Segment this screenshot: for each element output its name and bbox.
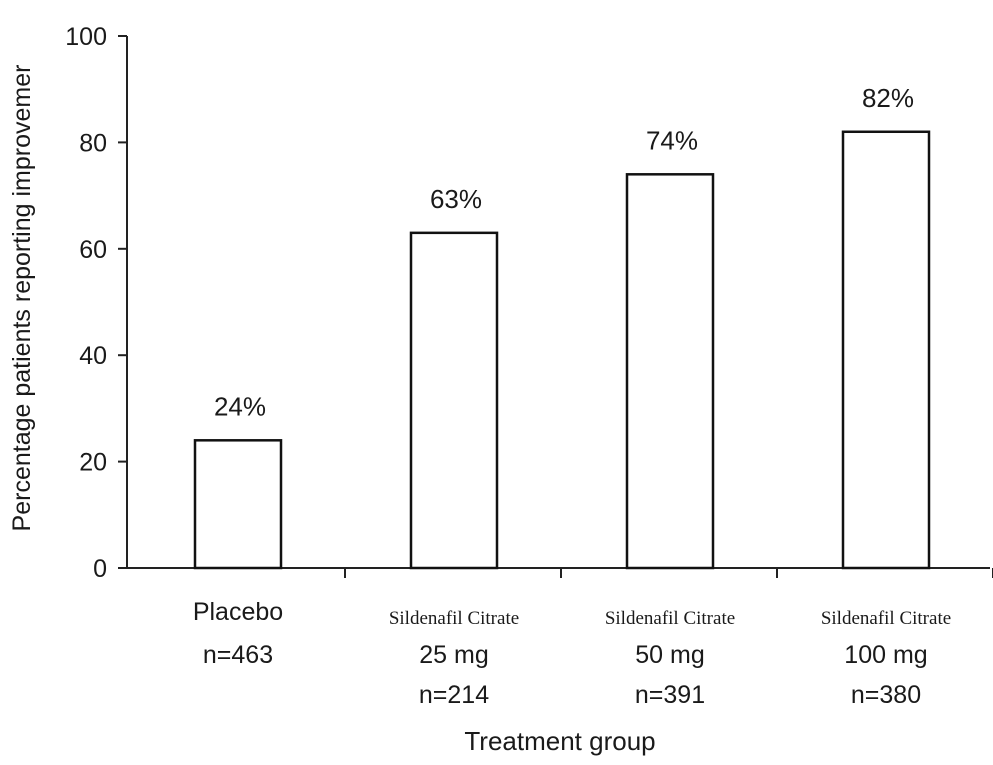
y-tick-label: 80 bbox=[79, 129, 107, 157]
x-category-label: Placebo bbox=[193, 598, 283, 626]
bar-value-label: 74% bbox=[646, 125, 698, 155]
y-tick-label: 20 bbox=[79, 449, 107, 477]
x-category-n-label: n=214 bbox=[419, 681, 489, 709]
y-tick-label: 60 bbox=[79, 236, 107, 264]
y-axis-title: Percentage patients reporting improvemer bbox=[8, 65, 36, 532]
x-category-n-label: n=463 bbox=[203, 641, 273, 669]
labels: 0 20 40 60 80 100 24% Placebo n=463 63% Sildenafil… bbox=[65, 23, 951, 709]
bar-value-label: 24% bbox=[214, 391, 266, 421]
x-category-dose-label: 25 mg bbox=[419, 641, 488, 669]
bars bbox=[193, 130, 931, 570]
x-category-dose-label: 100 mg bbox=[844, 641, 927, 669]
x-category-n-label: n=380 bbox=[851, 681, 921, 709]
x-category-dose-label: 50 mg bbox=[635, 641, 704, 669]
x-axis-title: Treatment group bbox=[464, 726, 655, 756]
bar bbox=[625, 173, 715, 570]
bar-value-label: 63% bbox=[430, 184, 482, 214]
x-category-drug-label: Sildenafil Citrate bbox=[605, 608, 735, 629]
bar-value-label: 82% bbox=[862, 83, 914, 113]
x-category-drug-label: Sildenafil Citrate bbox=[821, 608, 951, 629]
x-category-n-label: n=391 bbox=[635, 681, 705, 709]
y-tick-label: 0 bbox=[93, 555, 107, 583]
bar bbox=[409, 231, 499, 570]
y-tick-label: 100 bbox=[65, 23, 107, 51]
x-category-drug-label: Sildenafil Citrate bbox=[389, 608, 519, 629]
y-tick-label: 40 bbox=[79, 342, 107, 370]
bar bbox=[841, 130, 931, 570]
bar bbox=[193, 439, 283, 570]
